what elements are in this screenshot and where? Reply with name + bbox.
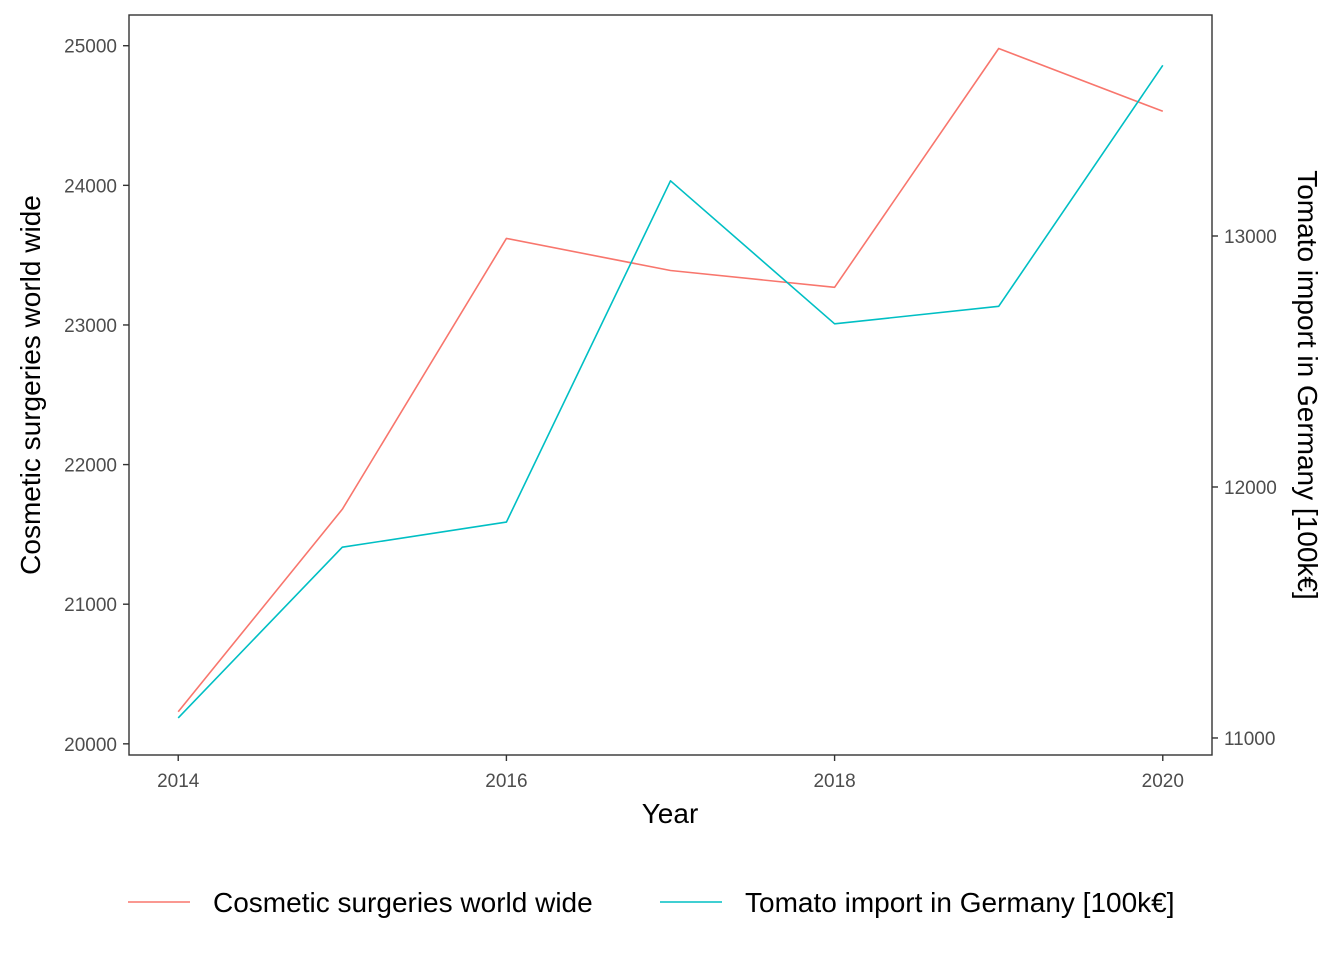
y-axis-left-title: Cosmetic surgeries world wide	[15, 195, 46, 575]
series-lines	[177, 47, 1164, 719]
y-axis-right-ticks: 11000 12000 13000	[1212, 227, 1277, 750]
x-tick-label: 2020	[1142, 771, 1184, 792]
series-line-tomato-import	[177, 64, 1164, 719]
legend: Cosmetic surgeries world wide Tomato imp…	[128, 887, 1175, 918]
plot-panel	[128, 14, 1213, 756]
x-axis-title: Year	[642, 798, 699, 829]
x-tick-label: 2018	[813, 771, 855, 792]
x-axis-ticks: 2014 2016 2018 2020	[157, 755, 1184, 792]
legend-label-tomato: Tomato import in Germany [100k€]	[745, 887, 1175, 918]
y-tick-label: 23000	[64, 316, 117, 337]
series-line-cosmetic-surgeries	[177, 47, 1164, 713]
y2-tick-label: 11000	[1224, 729, 1275, 750]
y2-tick-label: 13000	[1224, 227, 1277, 248]
y2-tick-label: 12000	[1224, 478, 1277, 499]
y-tick-label: 25000	[64, 37, 117, 58]
y-tick-label: 21000	[64, 595, 117, 616]
y-tick-label: 22000	[64, 456, 117, 477]
legend-label-cosmetic: Cosmetic surgeries world wide	[213, 887, 593, 918]
x-tick-label: 2016	[485, 771, 527, 792]
y-axis-left-ticks: 20000 21000 22000 23000 24000 25000	[64, 37, 129, 756]
y-tick-label: 24000	[64, 176, 117, 197]
y-axis-right-title: Tomato import in Germany [100k€]	[1292, 170, 1323, 600]
x-tick-label: 2014	[157, 771, 200, 792]
y-tick-label: 20000	[64, 735, 117, 756]
